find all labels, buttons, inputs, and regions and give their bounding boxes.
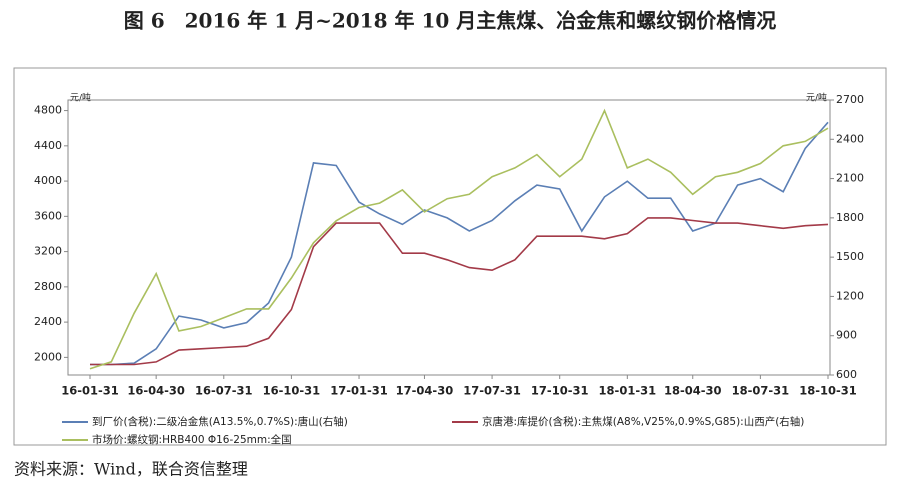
source: 资料来源：Wind，联合资信整理 xyxy=(14,460,248,479)
y2-tick-label: 2100 xyxy=(836,172,864,185)
x-tick-label: 17-10-31 xyxy=(531,384,589,398)
x-tick-label: 17-01-31 xyxy=(330,384,388,398)
y-tick-label: 2800 xyxy=(34,280,62,293)
y-unit: 元/吨 xyxy=(70,92,91,104)
y-tick-label: 4800 xyxy=(34,104,62,117)
y2-tick-label: 2400 xyxy=(836,132,864,145)
legend-label: 到厂价(含税):二级冶金焦(A13.5%,0.7%S):唐山(右轴) xyxy=(92,415,348,428)
y-tick-label: 4000 xyxy=(34,174,62,187)
x-tick-label: 18-07-31 xyxy=(732,384,790,398)
x-tick-label: 16-07-31 xyxy=(195,384,253,398)
frame xyxy=(13,67,887,446)
y2-tick-label: 900 xyxy=(836,329,857,342)
y2-tick-label: 1500 xyxy=(836,250,864,263)
x-tick-label: 17-04-30 xyxy=(396,384,454,398)
legend-label: 京唐港:库提价(含税):主焦煤(A8%,V25%,0.9%S,G85):山西产(… xyxy=(482,415,804,428)
y2-tick-label: 1200 xyxy=(836,289,864,302)
y-tick-label: 3600 xyxy=(34,209,62,222)
x-tick-label: 18-04-30 xyxy=(664,384,722,398)
y-tick-label: 2400 xyxy=(34,315,62,328)
x-tick-label: 18-10-31 xyxy=(799,384,857,398)
y-tick-label: 4400 xyxy=(34,139,62,152)
x-tick-label: 18-01-31 xyxy=(599,384,657,398)
series-line xyxy=(90,121,829,366)
x-tick-label: 16-04-30 xyxy=(127,384,185,398)
x-tick-label: 17-07-31 xyxy=(463,384,521,398)
chart-title: 图 6 2016 年 1 月~2018 年 10 月主焦煤、冶金焦和螺纹钢价格情… xyxy=(124,9,777,33)
y2-unit: 元/吨 xyxy=(806,92,827,104)
series-line xyxy=(89,108,829,370)
plot-area xyxy=(67,99,831,376)
y-tick-label: 2000 xyxy=(34,350,62,363)
legend-label: 市场价:螺纹钢:HRB400 Φ16-25mm:全国 xyxy=(92,433,292,446)
x-tick-label: 16-01-31 xyxy=(61,384,119,398)
x-tick-label: 16-10-31 xyxy=(263,384,321,398)
y2-tick-label: 1800 xyxy=(836,211,864,224)
series-line xyxy=(90,217,829,366)
y-tick-label: 3200 xyxy=(34,245,62,258)
y2-tick-label: 2700 xyxy=(836,93,864,106)
y2-tick-label: 600 xyxy=(836,368,857,381)
